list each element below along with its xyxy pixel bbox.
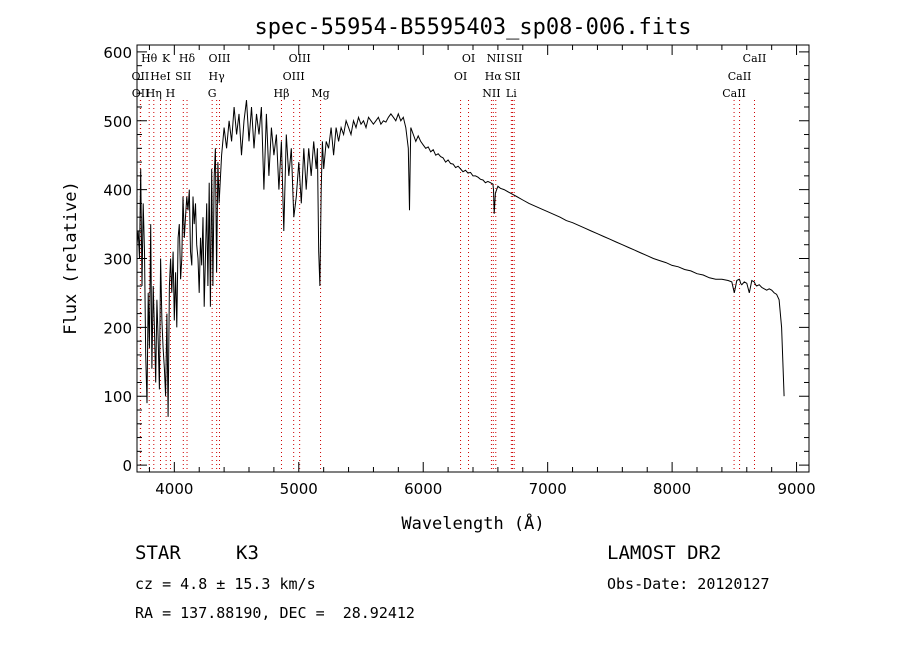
line-label-li: Li: [506, 87, 517, 100]
x-tick-label: 6000: [404, 480, 442, 498]
survey-label: LAMOST DR2: [607, 542, 722, 564]
line-label-hθ: Hθ: [141, 52, 158, 65]
line-label-oiii: OIII: [289, 52, 311, 65]
line-label-sii: SII: [175, 70, 191, 83]
x-tick-label: 5000: [280, 480, 318, 498]
y-tick-label: 600: [103, 44, 132, 62]
line-label-sii: SII: [504, 70, 520, 83]
line-label-k: K: [162, 52, 171, 65]
line-label-caii: CaII: [722, 87, 746, 100]
redshift-text: cz = 4.8 ± 15.3 km/s: [135, 575, 316, 593]
y-tick-label: 400: [103, 182, 132, 200]
line-label-g: G: [208, 87, 217, 100]
subclass-label: K3: [236, 542, 259, 564]
line-label-oii: OII: [132, 70, 150, 83]
line-label-oi: OI: [462, 52, 475, 65]
obs-date-text: Obs-Date: 20120127: [607, 575, 770, 593]
line-label-oi: OI: [454, 70, 467, 83]
coordinates-text: RA = 137.88190, DEC = 28.92412: [135, 604, 415, 622]
line-label-hei: HeI: [150, 70, 170, 83]
y-tick-label: 300: [103, 251, 132, 269]
y-tick-label: 200: [103, 319, 132, 337]
line-label-hη: Hη: [146, 87, 162, 100]
line-label-hδ: Hδ: [179, 52, 196, 65]
y-tick-label: 100: [103, 388, 132, 406]
line-label-h: H: [166, 87, 176, 100]
y-tick-label: 0: [122, 457, 132, 475]
line-label-hα: Hα: [485, 70, 503, 83]
line-label-caii: CaII: [743, 52, 767, 65]
x-axis: 4000 5000 6000 7000 8000 9000: [148, 45, 816, 498]
line-label-hγ: Hγ: [209, 70, 226, 83]
y-axis-label: Flux (relative): [61, 181, 81, 335]
x-tick-label: 9000: [777, 480, 815, 498]
spectrum-line: [136, 100, 785, 417]
line-label-hβ: Hβ: [274, 87, 290, 100]
x-tick-label: 4000: [155, 480, 193, 498]
line-label-sii: SII: [506, 52, 522, 65]
x-tick-label: 8000: [653, 480, 691, 498]
spectral-line-markers: [139, 100, 755, 472]
line-label-oiii: OIII: [283, 70, 305, 83]
class-label: STAR: [135, 542, 181, 564]
x-axis-label: Wavelength (Å): [401, 512, 544, 534]
chart-title: spec-55954-B5595403_sp08-006.fits: [254, 15, 691, 40]
line-label-caii: CaII: [728, 70, 752, 83]
line-label-nii: NII: [487, 52, 505, 65]
x-tick-label: 7000: [529, 480, 567, 498]
plot-frame: [136, 44, 810, 473]
line-label-nii: NII: [482, 87, 500, 100]
y-tick-label: 500: [103, 113, 132, 131]
line-label-mg: Mg: [311, 87, 329, 100]
line-label-oiii: OIII: [208, 52, 230, 65]
y-axis: 0 100 200 300 400 500 600: [103, 44, 809, 475]
